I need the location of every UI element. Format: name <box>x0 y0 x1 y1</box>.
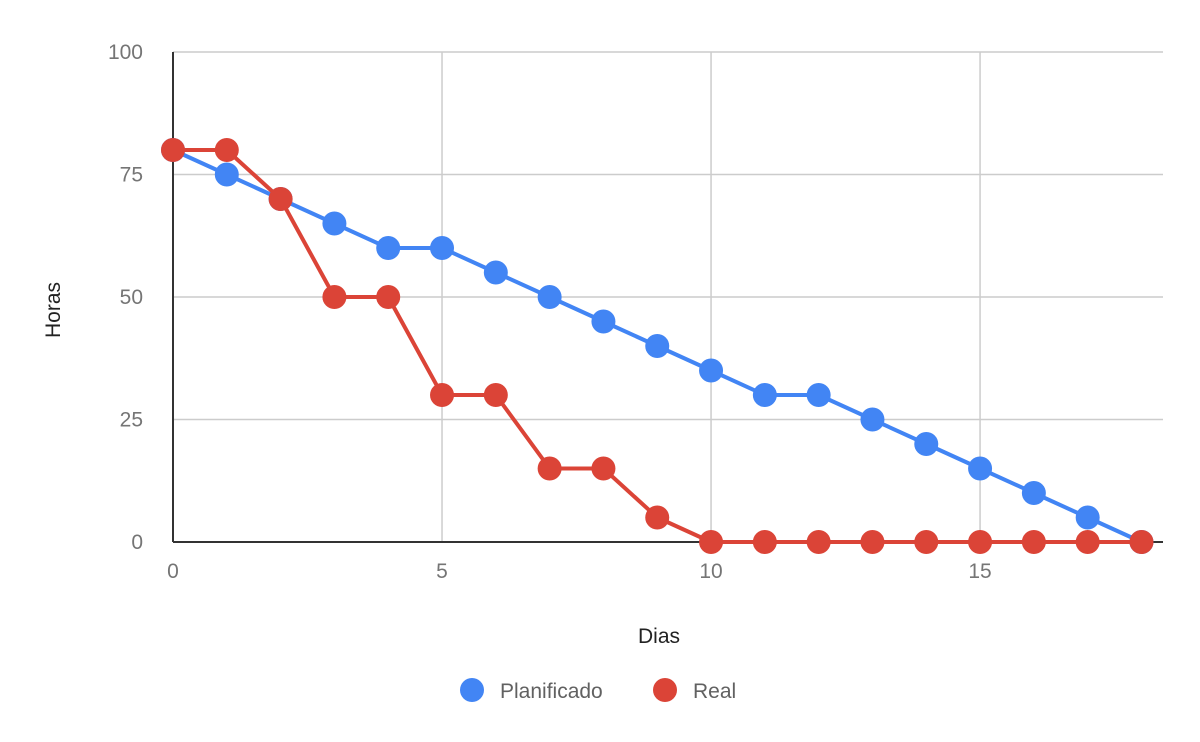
data-point <box>1021 530 1046 554</box>
data-point <box>483 383 508 407</box>
data-point <box>591 309 616 334</box>
data-point <box>806 383 831 407</box>
data-point <box>591 456 616 481</box>
y-tick-label: 75 <box>120 164 143 187</box>
data-point <box>322 285 347 309</box>
data-point <box>752 530 777 554</box>
legend-label: Planificado <box>500 680 603 703</box>
x-tick-label: 10 <box>699 560 722 583</box>
legend-item-planificado: Planificado <box>460 678 603 703</box>
gridlines <box>173 51 1163 542</box>
y-tick-label: 0 <box>131 531 143 554</box>
data-point <box>430 383 455 407</box>
legend-marker <box>460 678 484 702</box>
y-tick-label: 25 <box>120 409 143 432</box>
data-point <box>1075 505 1100 530</box>
data-point <box>322 211 347 236</box>
data-point <box>537 456 562 481</box>
data-point <box>1021 481 1046 505</box>
data-point <box>1075 530 1100 554</box>
data-point <box>537 285 562 309</box>
data-point <box>968 530 993 554</box>
legend: Planificado Real <box>460 678 736 703</box>
data-point <box>1129 530 1154 554</box>
data-point <box>860 407 885 432</box>
x-axis-title: Dias <box>638 625 680 648</box>
tick-labels: 0 25 50 75 100 0 5 10 15 <box>108 41 992 583</box>
data-point <box>860 530 885 554</box>
data-point <box>752 383 777 407</box>
x-tick-label: 0 <box>167 560 179 583</box>
y-tick-label: 100 <box>108 41 143 64</box>
data-point <box>806 530 831 554</box>
x-tick-label: 5 <box>436 560 448 583</box>
series-real <box>161 138 1154 554</box>
legend-marker <box>653 678 677 702</box>
series-layer <box>161 138 1154 554</box>
legend-label: Real <box>693 680 736 703</box>
data-point <box>161 138 185 162</box>
legend-item-real: Real <box>653 678 736 703</box>
data-point <box>645 334 670 358</box>
x-tick-label: 15 <box>968 560 991 583</box>
data-point <box>268 187 293 211</box>
data-point <box>699 530 724 554</box>
y-tick-label: 50 <box>120 286 143 309</box>
data-point <box>483 260 508 285</box>
data-point <box>376 285 401 309</box>
series-planificado <box>161 138 1154 554</box>
y-axis-title: Horas <box>42 282 65 338</box>
data-point <box>430 236 455 260</box>
data-point <box>645 505 670 530</box>
data-point <box>376 236 401 260</box>
data-point <box>214 162 239 187</box>
data-point <box>914 432 939 456</box>
data-point <box>699 358 724 383</box>
data-point <box>214 138 239 162</box>
data-point <box>968 456 993 481</box>
data-point <box>914 530 939 554</box>
